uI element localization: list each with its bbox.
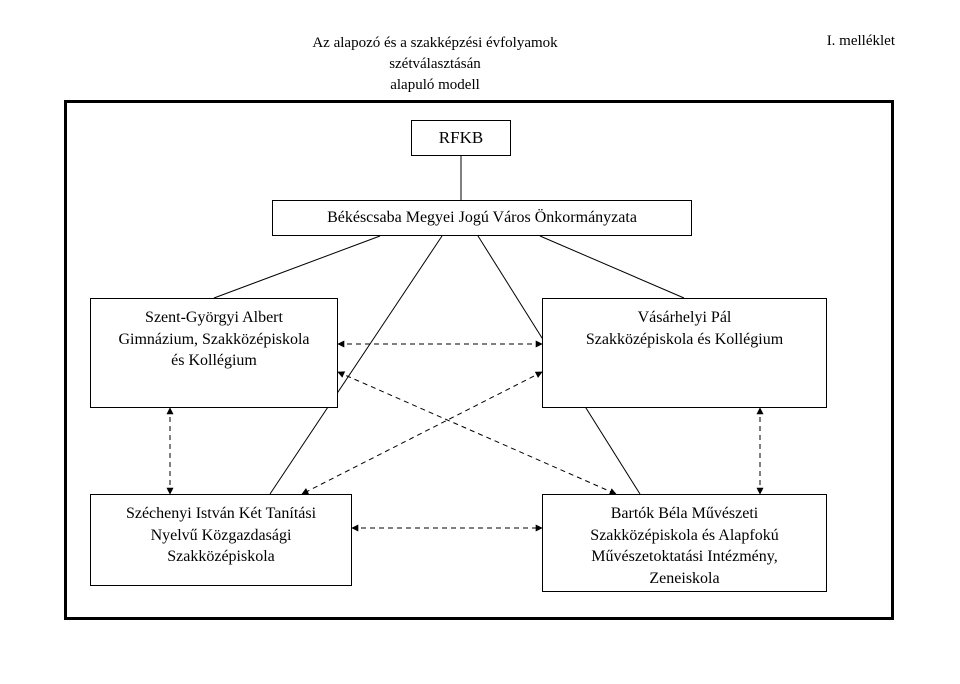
header-appendix: I. melléklet — [827, 33, 895, 50]
node-vasar-label: Vásárhelyi PálSzakközépiskola és Kollégi… — [586, 307, 783, 350]
node-bartok-label: Bartók Béla MűvészetiSzakközépiskola és … — [590, 503, 778, 589]
node-szent-label: Szent-Györgyi AlbertGimnázium, Szakközép… — [118, 307, 309, 372]
node-rfkb-label: RFKB — [439, 127, 483, 150]
node-onk-label: Békéscsaba Megyei Jogú Város Önkormányza… — [327, 207, 637, 229]
node-rfkb: RFKB — [411, 120, 511, 156]
node-onk: Békéscsaba Megyei Jogú Város Önkormányza… — [272, 200, 692, 236]
node-szech-label: Széchenyi István Két TanításiNyelvű Közg… — [126, 503, 316, 568]
header-title-line2: alapuló modell — [390, 77, 480, 93]
header-title-line1: Az alapozó és a szakképzési évfolyamok s… — [312, 35, 557, 72]
node-bartok: Bartók Béla MűvészetiSzakközépiskola és … — [542, 494, 827, 592]
header-title: Az alapozó és a szakképzési évfolyamok s… — [285, 33, 585, 96]
node-szent: Szent-Györgyi AlbertGimnázium, Szakközép… — [90, 298, 338, 408]
node-vasar: Vásárhelyi PálSzakközépiskola és Kollégi… — [542, 298, 827, 408]
page: Az alapozó és a szakképzési évfolyamok s… — [0, 0, 960, 684]
node-szech: Széchenyi István Két TanításiNyelvű Közg… — [90, 494, 352, 586]
